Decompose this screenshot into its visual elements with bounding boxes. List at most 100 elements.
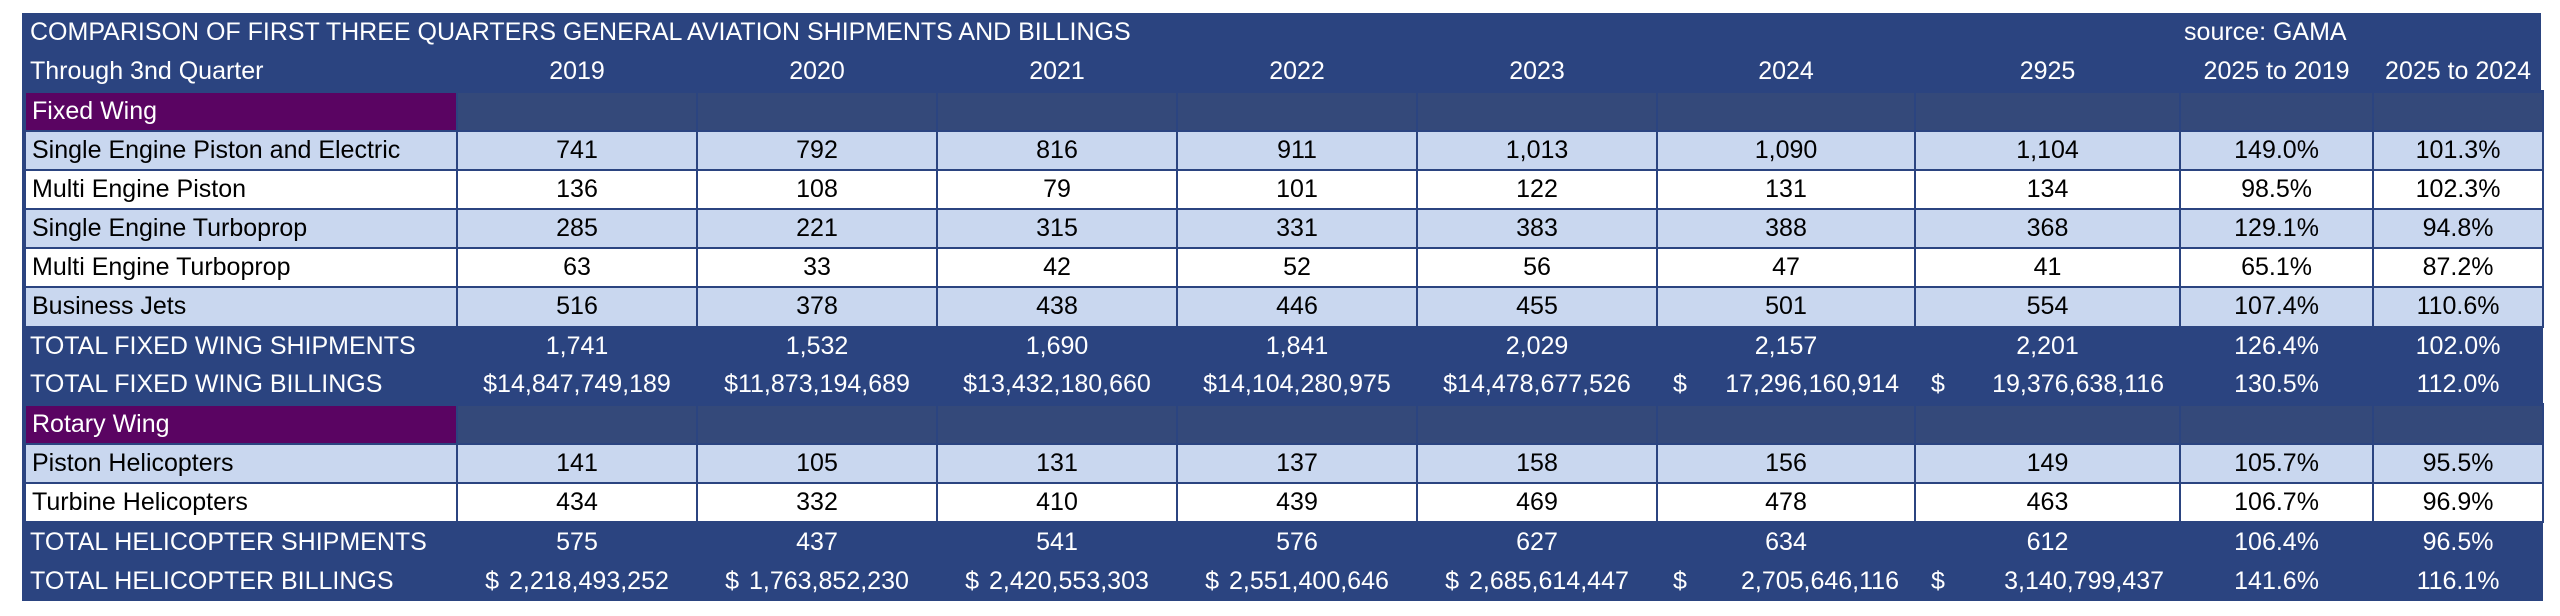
value-cell: 378 xyxy=(696,286,938,328)
percent-cell: 129.1% xyxy=(2179,207,2375,250)
section-title: Fixed Wing xyxy=(22,89,458,131)
percent-cell: 149.0% xyxy=(2179,129,2375,171)
total-value-cell: $2,705,646,116 xyxy=(1657,561,1915,601)
section-empty-cell xyxy=(1913,403,2182,445)
currency-amount: 2,420,553,303 xyxy=(989,566,1149,595)
percent-cell: 96.5% xyxy=(2373,522,2544,562)
value-cell: 105 xyxy=(696,443,938,485)
row-label: Multi Engine Turboprop xyxy=(22,247,458,289)
total-value-cell: 634 xyxy=(1657,522,1915,562)
value-cell: 33 xyxy=(696,247,938,289)
currency-symbol: $ xyxy=(1205,566,1219,595)
section-empty-cell xyxy=(1176,89,1418,131)
percent-cell: 126.4% xyxy=(2180,326,2374,366)
percent-cell: 98.5% xyxy=(2179,168,2375,210)
total-value-cell: $14,847,749,189 xyxy=(457,365,697,405)
section-empty-cell xyxy=(2372,403,2545,445)
column-header: 2019 xyxy=(549,56,605,85)
value-cell: 438 xyxy=(936,286,1178,328)
data-table: COMPARISON OF FIRST THREE QUARTERS GENER… xyxy=(22,13,2545,601)
table-row: Multi Engine Turboprop 63 33 42 52 56 47 41 65.1… xyxy=(22,247,2545,289)
percent-cell: 102.0% xyxy=(2373,326,2544,366)
section-empty-cell xyxy=(456,403,698,445)
column-header: 2025 to 2024 xyxy=(2385,56,2532,85)
total-value-cell: 575 xyxy=(457,522,697,562)
value-cell: 285 xyxy=(456,207,698,250)
section-empty-cell xyxy=(1176,403,1418,445)
value-cell: 516 xyxy=(456,286,698,328)
section-empty-cell xyxy=(696,403,938,445)
value-cell: 410 xyxy=(936,482,1178,524)
table-row: Piston Helicopters 141 105 131 137 158 156 149 1… xyxy=(22,443,2545,485)
percent-cell: 110.6% xyxy=(2372,286,2545,328)
value-cell: 122 xyxy=(1416,168,1658,210)
row-label: Single Engine Piston and Electric xyxy=(22,129,458,171)
total-value-cell: $17,296,160,914 xyxy=(1657,365,1915,405)
value-cell: 1,090 xyxy=(1656,129,1916,171)
percent-cell: 65.1% xyxy=(2179,247,2375,289)
total-value-cell: $19,376,638,116 xyxy=(1915,365,2181,405)
value-cell: 141 xyxy=(456,443,698,485)
value-cell: 63 xyxy=(456,247,698,289)
percent-cell: 87.2% xyxy=(2372,247,2545,289)
value-cell: 221 xyxy=(696,207,938,250)
shipments-billings-table: COMPARISON OF FIRST THREE QUARTERS GENER… xyxy=(22,13,2545,601)
column-header: 2024 xyxy=(1758,56,1814,85)
total-value-cell: 1,690 xyxy=(937,326,1177,366)
section-empty-cell xyxy=(1913,89,2182,131)
total-label: TOTAL FIXED WING BILLINGS xyxy=(24,365,457,405)
value-cell: 158 xyxy=(1416,443,1658,485)
total-value-cell: $2,551,400,646 xyxy=(1177,561,1417,601)
currency-symbol: $ xyxy=(1931,566,1945,595)
percent-cell: 130.5% xyxy=(2180,365,2374,405)
value-cell: 79 xyxy=(936,168,1178,210)
value-cell: 554 xyxy=(1913,286,2182,328)
value-cell: 469 xyxy=(1416,482,1658,524)
currency-amount: 2,685,614,447 xyxy=(1469,566,1629,595)
percent-cell: 102.3% xyxy=(2372,168,2545,210)
percent-cell: 116.1% xyxy=(2373,561,2544,601)
section-empty-cell xyxy=(696,89,938,131)
row-label: Turbine Helicopters xyxy=(22,482,458,524)
value-cell: 315 xyxy=(936,207,1178,250)
currency-amount: 19,376,638,116 xyxy=(1992,370,2165,399)
table-row: Multi Engine Piston 136 108 79 101 122 131 134 9… xyxy=(22,168,2545,210)
total-value-cell: $2,218,493,252 xyxy=(457,561,697,601)
percent-cell: 105.7% xyxy=(2179,443,2375,485)
source-note: source: GAMA xyxy=(2184,18,2347,47)
total-value-cell: 2,157 xyxy=(1657,326,1915,366)
total-value-cell: 612 xyxy=(1915,522,2181,562)
total-value-cell: 541 xyxy=(937,522,1177,562)
section-empty-cell xyxy=(936,403,1178,445)
value-cell: 52 xyxy=(1176,247,1418,289)
percent-cell: 106.4% xyxy=(2180,522,2374,562)
value-cell: 911 xyxy=(1176,129,1418,171)
value-cell: 56 xyxy=(1416,247,1658,289)
total-value-cell: 627 xyxy=(1417,522,1657,562)
currency-amount: 2,551,400,646 xyxy=(1229,566,1389,595)
percent-cell: 107.4% xyxy=(2179,286,2375,328)
column-header: 2021 xyxy=(1029,56,1085,85)
value-cell: 47 xyxy=(1656,247,1916,289)
value-cell: 478 xyxy=(1656,482,1916,524)
total-value-cell: $14,104,280,975 xyxy=(1177,365,1417,405)
total-row: TOTAL HELICOPTER SHIPMENTS 575 437 541 576 62… xyxy=(24,522,2544,562)
currency-symbol: $ xyxy=(1445,566,1459,595)
currency-symbol: $ xyxy=(965,566,979,595)
total-value-cell: 576 xyxy=(1177,522,1417,562)
currency-amount: 3,140,799,437 xyxy=(2004,566,2165,595)
total-value-cell: 2,201 xyxy=(1915,326,2181,366)
currency-symbol: $ xyxy=(1673,566,1687,595)
total-label: TOTAL HELICOPTER SHIPMENTS xyxy=(24,522,457,562)
value-cell: 134 xyxy=(1913,168,2182,210)
total-value-cell: $13,432,180,660 xyxy=(937,365,1177,405)
section-empty-cell xyxy=(1656,403,1916,445)
value-cell: 136 xyxy=(456,168,698,210)
value-cell: 434 xyxy=(456,482,698,524)
value-cell: 455 xyxy=(1416,286,1658,328)
total-label: TOTAL HELICOPTER BILLINGS xyxy=(24,561,457,601)
currency-symbol: $ xyxy=(485,566,499,595)
header-row: Through 3nd Quarter 2019 2020 2021 2022 … xyxy=(24,52,2543,91)
percent-cell: 96.9% xyxy=(2372,482,2545,524)
total-row: TOTAL FIXED WING BILLINGS $14,847,749,189… xyxy=(24,365,2544,405)
